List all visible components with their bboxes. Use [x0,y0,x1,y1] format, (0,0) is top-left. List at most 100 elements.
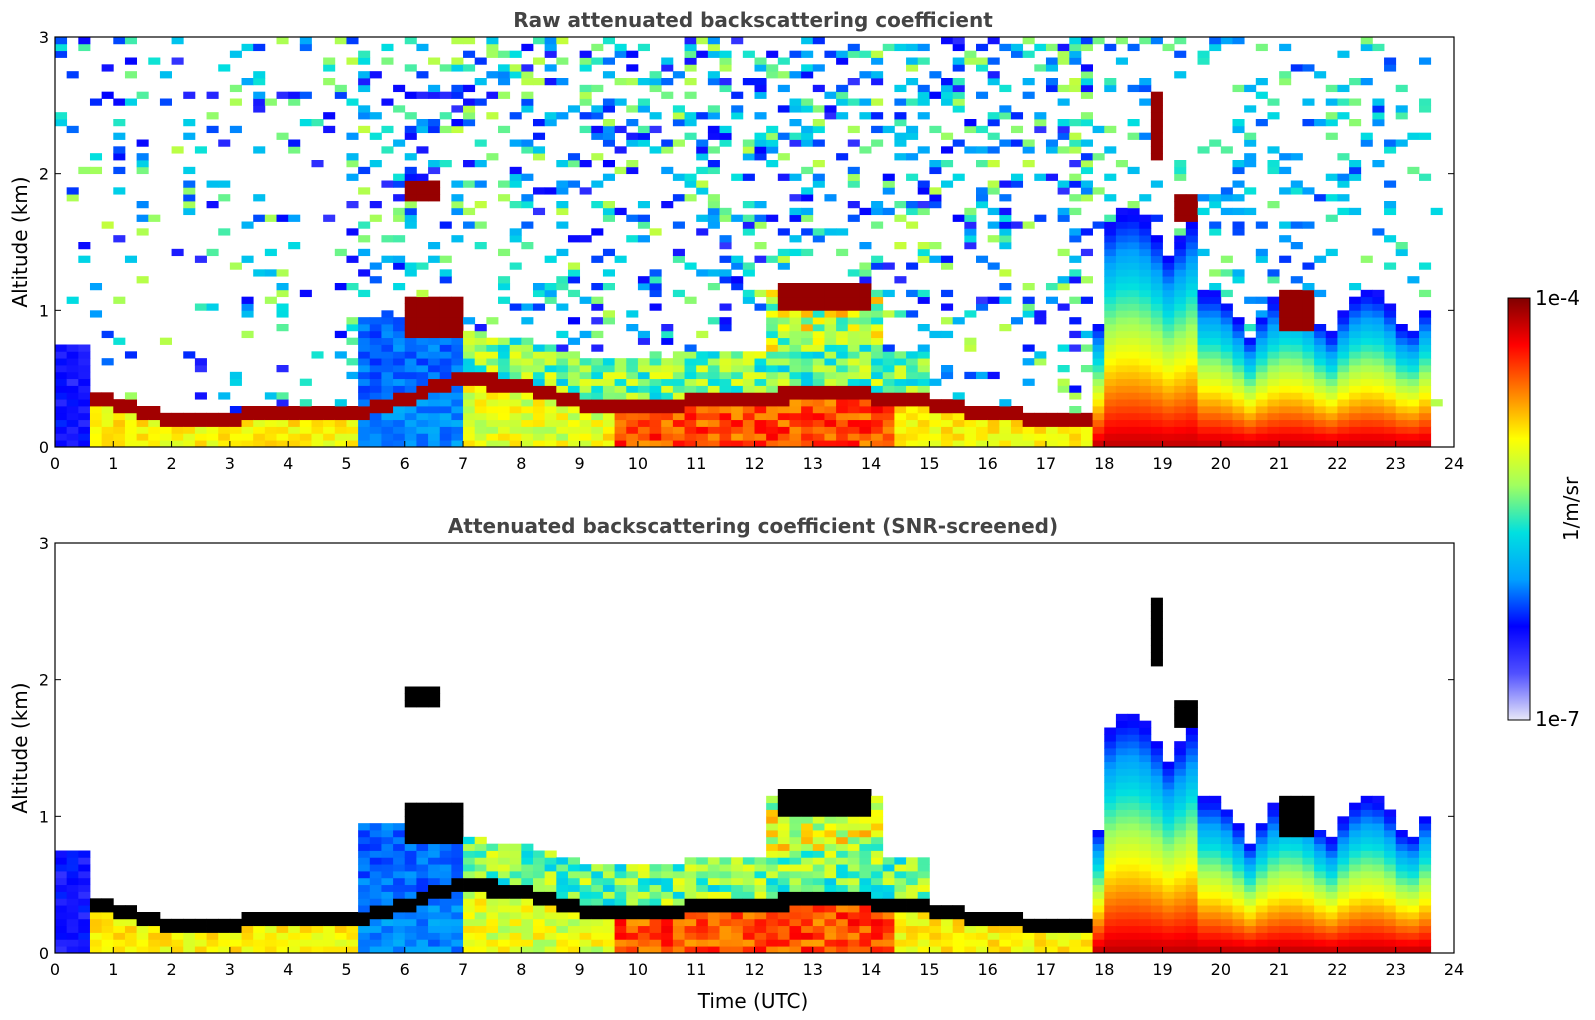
heatmap-cell [439,871,452,879]
heatmap-cell [1384,884,1397,892]
heatmap-cell [1314,932,1327,940]
heatmap-cell [1139,242,1152,250]
heatmap-cell [1419,857,1432,865]
heatmap-cell [1395,884,1408,892]
heatmap-cell [999,112,1012,120]
heatmap-cell [1267,146,1280,154]
heatmap-cell [719,912,732,920]
heatmap-cell [532,37,546,45]
heatmap-cell [812,317,825,325]
heatmap-cell [1069,932,1082,940]
heatmap-cell [1290,802,1303,810]
heatmap-cell [824,789,837,797]
heatmap-cell [964,371,977,380]
heatmap-cell [742,412,755,421]
heatmap-cell [567,433,581,441]
heatmap-cell [1150,330,1163,339]
heatmap-cell [78,166,91,175]
heatmap-cell [696,180,709,188]
heatmap-cell [229,84,242,93]
heatmap-cell [591,440,604,448]
heatmap-cell [253,918,266,927]
heatmap-cell [859,378,872,386]
heatmap-cell [1349,358,1362,366]
heatmap-cell [393,918,406,927]
heatmap-cell [241,912,254,920]
heatmap-cell [917,91,930,99]
heatmap-cell [871,932,884,940]
heatmap-cell [381,912,394,920]
heatmap-cell [393,344,406,352]
heatmap-cell [789,283,802,291]
heatmap-cell [416,877,429,886]
heatmap-cell [672,255,685,263]
heatmap-cell [1104,884,1117,892]
heatmap-cell [649,365,662,373]
heatmap-cell [824,419,837,427]
heatmap-cell [1174,836,1187,845]
heatmap-cell [1349,925,1362,933]
heatmap-cell [1010,412,1024,421]
heatmap-cell [264,440,277,448]
heatmap-cell [859,795,872,804]
heatmap-cell [684,898,697,906]
heatmap-cell [719,932,732,940]
heatmap-cell [1174,754,1187,763]
heatmap-cell [1419,946,1432,954]
heatmap-cell [637,78,650,86]
heatmap-cell [1360,823,1373,831]
heatmap-cell [789,50,802,58]
heatmap-cell [1220,918,1233,927]
heatmap-cell [1069,235,1082,243]
heatmap-cell [766,912,779,920]
heatmap-cell [194,255,207,263]
heatmap-cell [1220,412,1233,421]
heatmap-cell [1302,884,1315,892]
x-tick-label: 15 [919,960,939,979]
heatmap-cell [847,365,860,373]
heatmap-cell [602,871,615,879]
heatmap-cell [1092,153,1105,161]
heatmap-cell [906,891,919,899]
heatmap-cell [1220,809,1233,817]
heatmap-cell [941,255,954,263]
heatmap-cell [463,843,476,851]
heatmap-cell [1197,925,1210,933]
heatmap-cell [1115,399,1128,407]
heatmap-cell [1115,836,1128,845]
heatmap-cell [1162,426,1175,434]
heatmap-cell [871,201,884,209]
heatmap-cell [1127,358,1140,366]
heatmap-cell [1185,440,1198,448]
heatmap-cell [532,419,546,427]
heatmap-cell [789,289,802,298]
heatmap-cell [1104,795,1117,804]
heatmap-cell [113,37,126,45]
heatmap-cell [801,64,814,72]
heatmap-cell [1314,918,1327,927]
heatmap-cell [1185,761,1198,769]
heatmap-cell [1150,406,1163,414]
heatmap-cell [812,365,825,373]
heatmap-cell [1022,419,1035,427]
heatmap-cell [871,385,884,393]
heatmap-cell [276,132,289,140]
heatmap-cell [1232,125,1245,134]
heatmap-cell [1267,419,1280,427]
heatmap-cell [1384,939,1397,947]
heatmap-cell [532,283,546,291]
heatmap-cell [1010,918,1024,927]
heatmap-cell [801,898,814,906]
heatmap-cell [521,317,534,325]
heatmap-cell [1174,303,1187,311]
heatmap-cell [1034,43,1047,52]
heatmap-cell [707,207,720,216]
heatmap-cell [55,385,68,393]
heatmap-cell [509,173,522,181]
heatmap-cell [1045,946,1059,954]
heatmap-cell [637,898,650,906]
heatmap-cell [264,406,277,414]
x-tick-label: 5 [341,960,351,979]
heatmap-cell [439,918,452,927]
heatmap-cell [1045,433,1059,441]
